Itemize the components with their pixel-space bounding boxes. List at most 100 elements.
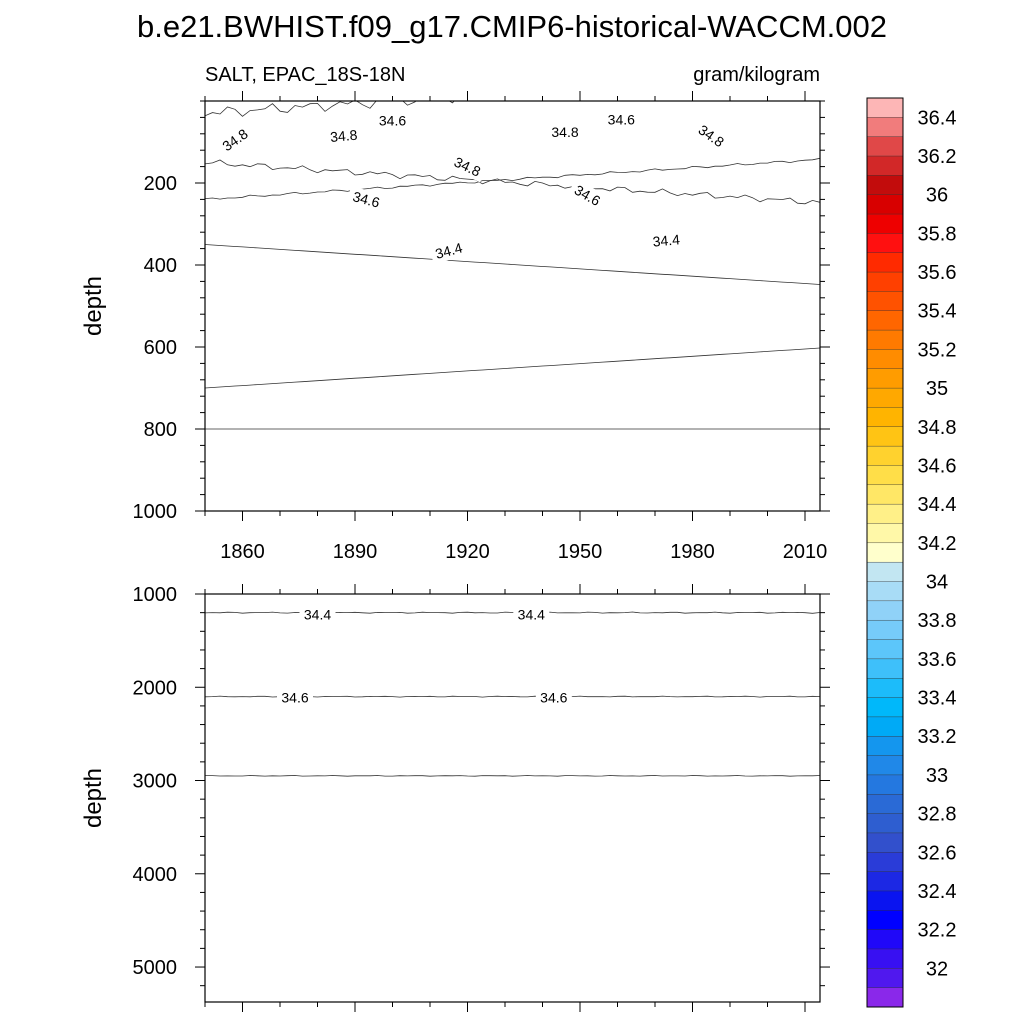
- y-tick-label: 200: [144, 173, 177, 195]
- colorbar-swatch: [866, 387, 904, 408]
- colorbar-swatch: [866, 755, 904, 776]
- contour-label-text: 34.6: [608, 112, 635, 128]
- contour-band: [205, 594, 820, 613]
- colorbar-swatch: [866, 252, 904, 273]
- contour-label: 34.6: [535, 688, 572, 707]
- colorbar-swatch: [866, 445, 904, 466]
- contour-label: 34.6: [277, 688, 313, 707]
- contour-label: 34.8: [547, 122, 583, 141]
- bottom-panel-plot-area: 34.4 34.4 34.6 34.6: [205, 594, 820, 1002]
- colorbar-swatch: [866, 542, 904, 563]
- contour-label-text: 34.8: [551, 124, 578, 140]
- colorbar-label: 32.6: [918, 842, 957, 864]
- y-tick-label: 400: [144, 255, 177, 277]
- contour-band: [205, 244, 820, 388]
- contour-band: [205, 101, 820, 114]
- bottom-panel: 34.4 34.4 34.6 34.6 1000 2000 3000 4000 5000 dept…: [80, 584, 830, 1012]
- colorbar-label: 35.4: [918, 301, 957, 323]
- contour-label-text: 34.4: [434, 239, 465, 262]
- contour-band: [205, 429, 820, 511]
- colorbar-label: 35: [926, 378, 948, 400]
- colorbar-frame: [866, 97, 904, 1008]
- colorbar-label: 36: [926, 185, 948, 207]
- colorbar-label: 34.4: [918, 494, 957, 516]
- contour-line: [205, 101, 455, 117]
- colorbar-swatch: [866, 813, 904, 834]
- y-tick-label: 1000: [133, 501, 178, 523]
- y-tick-label: 600: [144, 337, 177, 359]
- contour-label: 34.8: [325, 125, 363, 147]
- colorbar-swatch: [866, 852, 904, 873]
- colorbar-label: 33: [926, 765, 948, 787]
- colorbar-swatch: [866, 271, 904, 292]
- colorbar-swatch: [866, 561, 904, 583]
- colorbar-swatch: [866, 503, 904, 524]
- colorbar-swatch: [866, 794, 904, 815]
- y-tick-label: 800: [144, 419, 177, 441]
- top-panel: 34.8 34.834.634.834.634.834.834.6 34.634.4…: [80, 91, 830, 563]
- colorbar-swatch: [866, 523, 904, 544]
- colorbar-label: 33.2: [918, 726, 957, 748]
- contour-label-text: 34.6: [540, 690, 567, 706]
- contour-label-text: 34.4: [652, 231, 681, 249]
- x-tick-label: 1920: [445, 541, 490, 563]
- colorbar-swatch: [866, 233, 904, 254]
- contour-line: [205, 244, 820, 285]
- contour-label-text: 34.6: [351, 188, 382, 211]
- colorbar-swatch: [866, 484, 904, 505]
- colorbar-swatch: [866, 736, 904, 757]
- colorbar-label: 35.2: [918, 339, 957, 361]
- colorbar-label: 34.8: [918, 417, 957, 439]
- contour-label-text: 34.8: [330, 127, 359, 145]
- y-tick-label: 5000: [133, 957, 178, 979]
- top-variable-label: SALT, EPAC_18S-18N: [205, 64, 405, 86]
- contour-label: 34.6: [374, 111, 411, 130]
- contour-label: 34.8: [447, 150, 488, 183]
- contour-band: [205, 612, 820, 697]
- colorbar-swatch: [866, 987, 904, 1008]
- colorbar-swatch: [866, 407, 904, 428]
- contour-band: [205, 696, 820, 776]
- colorbar-label: 34.2: [918, 533, 957, 555]
- colorbar-swatch: [866, 639, 904, 660]
- colorbar-swatch: [866, 929, 904, 950]
- contour-label: 34.6: [603, 110, 640, 129]
- colorbar-swatch: [866, 600, 904, 621]
- colorbar-label: 34: [926, 572, 948, 594]
- figure-title: b.e21.BWHIST.f09_g17.CMIP6-historical-WA…: [137, 9, 887, 44]
- contour-line: [205, 775, 820, 777]
- colorbar-label: 33.6: [918, 649, 957, 671]
- x-tick-label: 1950: [558, 541, 603, 563]
- contour-label: 34.4: [299, 605, 336, 624]
- colorbar-swatch: [866, 948, 904, 969]
- x-tick-label: 1980: [670, 541, 715, 563]
- colorbar: 36.4 36.2 36 35.8 35.6 35.4 35.2 35 34.8 34.6 34.4…: [866, 97, 957, 1008]
- colorbar-swatch: [866, 291, 904, 312]
- colorbar-swatch: [866, 155, 904, 176]
- contour-label-text: 34.4: [518, 607, 545, 623]
- contour-band: [205, 199, 820, 245]
- colorbar-swatch: [866, 871, 904, 892]
- x-tick-label: 1860: [220, 541, 265, 563]
- colorbar-swatch: [866, 194, 904, 215]
- colorbar-swatch: [866, 310, 904, 331]
- colorbar-label: 35.6: [918, 262, 957, 284]
- colorbar-label: 33.8: [918, 610, 957, 632]
- top-units-label: gram/kilogram: [693, 64, 820, 86]
- colorbar-swatch: [866, 890, 904, 911]
- y-axis-label: depth: [80, 276, 107, 336]
- contour-label-text: 34.6: [281, 690, 308, 706]
- colorbar-swatch: [866, 213, 904, 234]
- colorbar-label: 36.2: [918, 146, 957, 168]
- colorbar-label: 32.2: [918, 920, 957, 942]
- x-tick-label: 1890: [333, 541, 378, 563]
- y-tick-label: 3000: [133, 771, 178, 793]
- colorbar-swatch: [866, 832, 904, 853]
- contour-label-text: 34.6: [379, 113, 406, 129]
- colorbar-swatch: [866, 136, 904, 157]
- contour-band: [205, 388, 820, 429]
- y-axis-label: depth: [80, 768, 107, 828]
- colorbar-swatch: [866, 678, 904, 699]
- y-tick-label: 1000: [133, 584, 178, 606]
